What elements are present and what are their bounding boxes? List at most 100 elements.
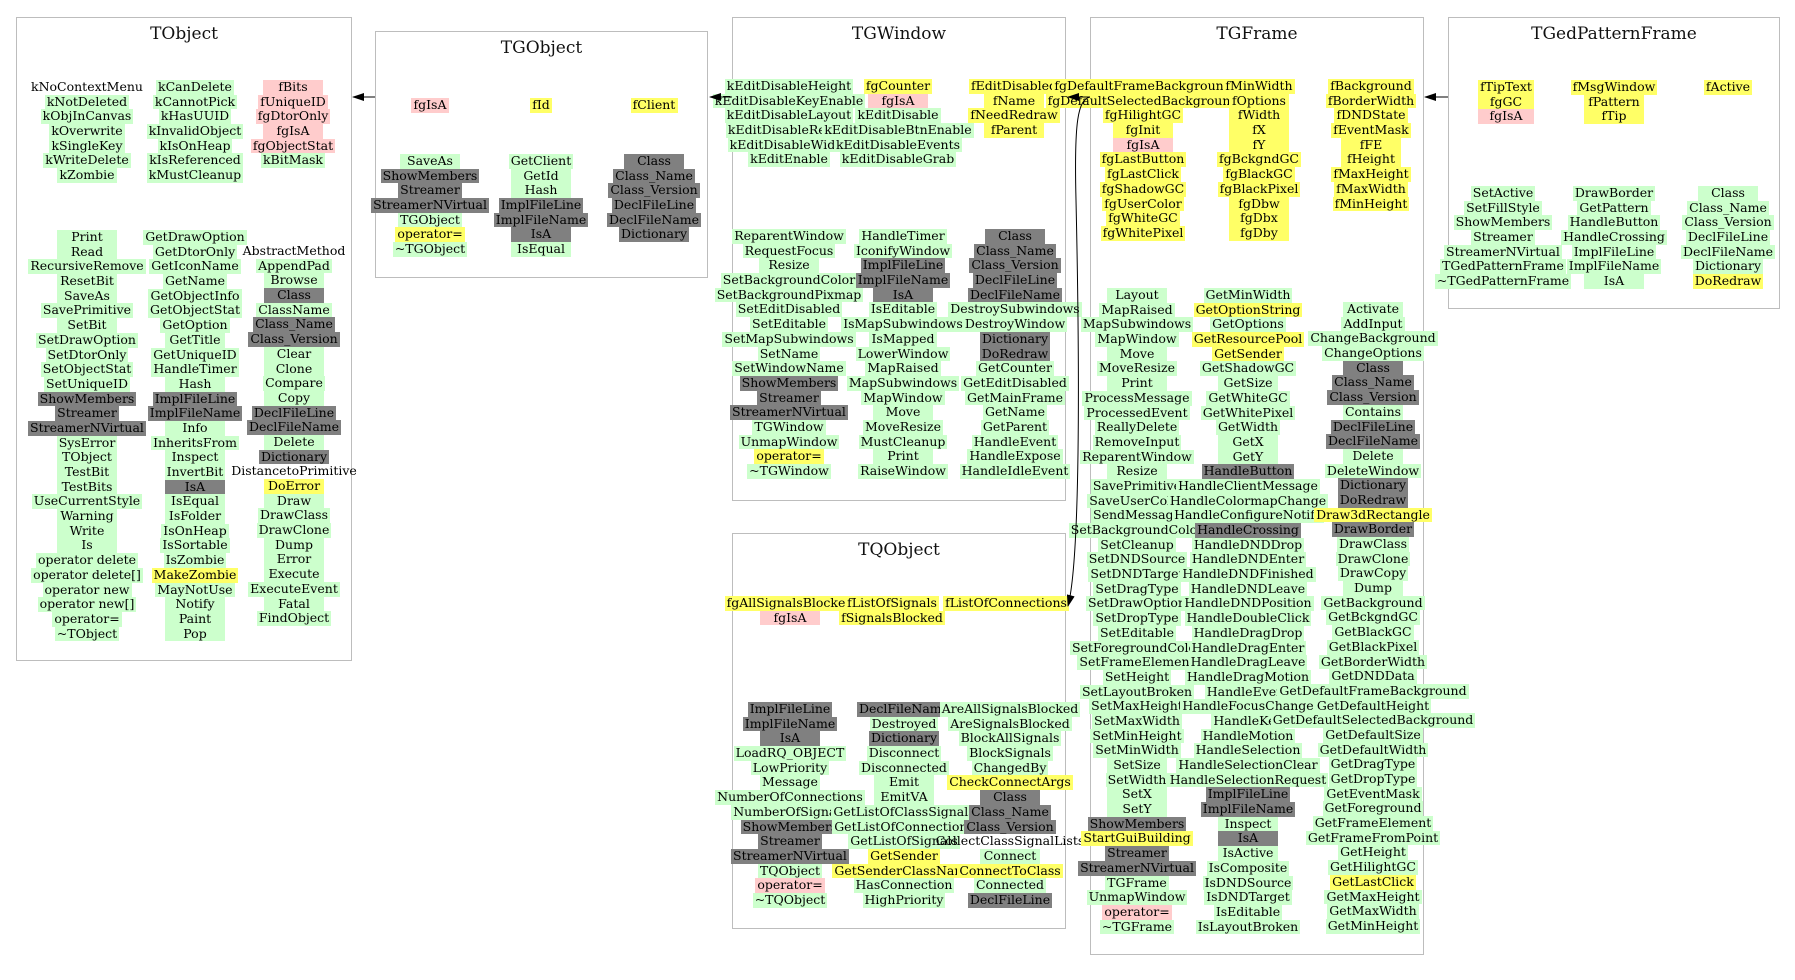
member-item: ShowMembers <box>739 374 839 391</box>
member-column: GetMinWidth GetOptionString GetOptions GetR… <box>1167 287 1329 935</box>
member-item: IsMapped <box>869 330 937 347</box>
member-item: ~TGWindow <box>747 463 831 479</box>
member-item: MoveResize <box>863 418 943 435</box>
member-item: IsA <box>1584 273 1644 289</box>
member-item: HandleButton <box>1567 214 1661 231</box>
member-item: fgWhiteGC <box>1106 210 1180 226</box>
member-item: fgUserColor <box>1102 195 1184 212</box>
member-item: DeclFileName <box>967 286 1063 303</box>
member-item: Info <box>165 420 225 436</box>
member-item: fId <box>530 97 552 113</box>
member-item: fMsgWindow <box>1570 79 1658 95</box>
member-item: GetDragType <box>1328 756 1418 772</box>
member-item: ImplFileLine <box>1571 243 1657 260</box>
member-item: Paint <box>165 611 225 627</box>
member-item: fY <box>1229 137 1289 153</box>
member-item: GetUniqueID <box>151 346 239 363</box>
member-item: Activate <box>1343 301 1403 317</box>
member-item: ImplFileName <box>855 272 951 288</box>
member-item: operator= <box>755 877 825 893</box>
member-item: GetId <box>511 168 571 184</box>
member-item: Class <box>985 228 1045 244</box>
member-item: Streamer <box>398 182 462 199</box>
member-column: fgAllSignalsBlocked fgIsA <box>724 595 856 626</box>
member-item: Dump <box>1343 580 1403 596</box>
member-item: BlockSignals <box>967 745 1053 761</box>
member-item: Class <box>1698 185 1758 201</box>
member-item: kHasUUID <box>158 108 232 125</box>
member-item: ClassName <box>256 301 332 318</box>
member-item: UseCurrentStyle <box>31 493 143 510</box>
member-item: GetShadowGC <box>1199 360 1297 377</box>
member-column: Class Class_Name Class_Version DeclFileLine… <box>1680 185 1776 289</box>
member-item: Print <box>57 229 117 245</box>
member-item: HandleSelection <box>1193 742 1303 758</box>
member-column: fEditDisabled fName fNeedRedraw fParent <box>968 78 1060 138</box>
member-item: GetClient <box>508 153 574 169</box>
member-item: fgIsA <box>1113 137 1173 153</box>
class-box-tgwindow: TGWindow kEditDisableHeight kEditDisableK… <box>712 17 1082 501</box>
member-item: HandleColormapChange <box>1167 492 1329 509</box>
member-item: TGWindow <box>752 418 826 435</box>
member-item: GetMinWidth <box>1203 287 1293 303</box>
member-item: RaiseWindow <box>858 463 948 479</box>
member-item: SetEditDisabled <box>735 301 843 318</box>
member-item: TGFrame <box>1105 874 1169 891</box>
member-item: Class_Name <box>974 242 1056 259</box>
member-item: fParent <box>984 122 1044 138</box>
member-item: DrawClass <box>258 507 330 524</box>
member-item: DeleteWindow <box>1324 462 1422 479</box>
member-item: Streamer <box>757 389 821 406</box>
member-item: DoRedraw <box>1337 491 1409 508</box>
member-item: operator delete <box>35 552 139 568</box>
member-item: Emit <box>874 775 934 791</box>
member-item: fMaxHeight <box>1331 166 1411 182</box>
member-column: fTipText fgGC fgIsA <box>1461 79 1551 125</box>
member-item: ~TGFrame <box>1099 918 1175 935</box>
member-column: SaveAs ShowMembers Streamer StreamerNVirtua… <box>371 153 489 257</box>
member-item: ImplFileName <box>493 211 589 228</box>
member-item: RemoveInput <box>1092 433 1182 450</box>
member-item: DeclFileName <box>856 701 952 717</box>
member-item: AbstractMethod <box>242 243 346 258</box>
member-item: kSingleKey <box>49 137 125 154</box>
member-item: fEditDisabled <box>968 78 1060 94</box>
member-item: DoRedraw <box>1692 273 1764 289</box>
member-item: fgGC <box>1478 94 1534 110</box>
member-item: Fatal <box>264 596 324 612</box>
member-item: ProcessMessage <box>1082 389 1192 406</box>
member-item: HandleSelectionClear <box>1176 757 1320 773</box>
member-item: SaveAs <box>57 288 117 304</box>
member-item: IsDNDTarget <box>1204 889 1292 905</box>
member-column: fListOfSignals fSignalsBlocked <box>839 595 945 626</box>
member-item: Resize <box>1107 464 1167 479</box>
member-item: UnmapWindow <box>738 433 840 450</box>
member-item: HandleMotion <box>1200 727 1296 744</box>
member-item: kEditDisableLayout <box>724 107 854 124</box>
member-item: fOptions <box>1229 93 1289 109</box>
member-item: SaveAs <box>400 153 460 169</box>
member-item: fNeedRedraw <box>968 107 1060 124</box>
member-item: GetResourcePool <box>1191 331 1305 347</box>
member-item: operator= <box>395 226 465 243</box>
member-item: MakeZombie <box>151 566 239 583</box>
member-column: HandleTimer IconifyWindow ImplFileLine Impl… <box>841 228 965 479</box>
member-column: fgIsA <box>379 97 481 113</box>
member-item: ShowMembers <box>740 818 840 835</box>
member-item: HandleEvent <box>971 433 1059 450</box>
member-item: operator= <box>1102 903 1172 920</box>
member-item: GetLastClick <box>1330 873 1416 890</box>
member-item: SendMessage <box>1091 507 1183 523</box>
member-item: Connect <box>980 848 1040 864</box>
member-item: fHeight <box>1341 152 1401 168</box>
member-item: SetDtorOnly <box>45 346 129 363</box>
member-item: GetBorderWidth <box>1318 653 1428 670</box>
member-item: fgDby <box>1229 225 1289 241</box>
member-item: DrawBorder <box>1331 521 1415 537</box>
member-item: fgBlackPixel <box>1217 180 1301 197</box>
member-column: fgDefaultFrameBackground fgDefaultSelecte… <box>1045 78 1241 241</box>
member-item: Warning <box>57 508 117 524</box>
member-item: ImplFileName <box>742 715 838 732</box>
member-item: kObjInCanvas <box>40 108 134 125</box>
